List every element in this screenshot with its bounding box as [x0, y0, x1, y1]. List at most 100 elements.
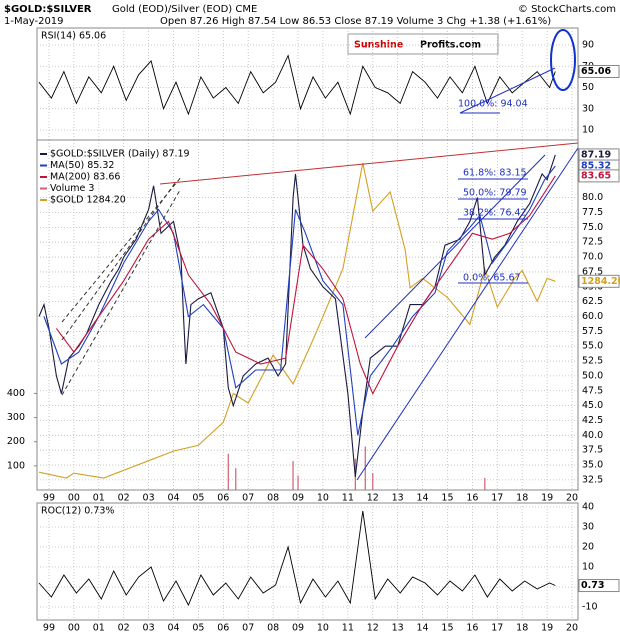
y-tick-label: 90 — [582, 40, 594, 51]
x-tick-label: 02 — [118, 493, 130, 504]
last-value-box — [578, 65, 620, 79]
x-tick-label: 15 — [441, 493, 453, 504]
y-tick-label: 50.0 — [582, 370, 603, 381]
x-tick-label: 03 — [143, 493, 155, 504]
last-value-label: 83.65 — [581, 170, 611, 181]
y-tick-label: 37.5 — [582, 445, 603, 456]
y-tick-label: 62.5 — [582, 296, 603, 307]
x-tick-label: 16 — [466, 493, 478, 504]
x-tick-label: 13 — [392, 493, 404, 504]
x-tick-label: 12 — [367, 493, 379, 504]
y-tick-label: 75.0 — [582, 222, 603, 233]
x-tick-label: 00 — [68, 493, 80, 504]
x-tick-label: 00 — [68, 623, 80, 634]
x-tick-label: 02 — [118, 623, 130, 634]
panel-title: RSI(14) 65.06 — [41, 31, 106, 42]
last-value-box — [578, 169, 620, 183]
last-value-label: 87.19 — [581, 149, 611, 160]
x-tick-label: 05 — [192, 493, 204, 504]
y-tick-label: 70.0 — [582, 252, 603, 263]
y-tick-label: 42.5 — [582, 415, 603, 426]
y-tick-label: 47.5 — [582, 385, 603, 396]
legend-label: Volume 3 — [50, 183, 94, 194]
y-tick-label: 35.0 — [582, 460, 603, 471]
x-tick-label: 07 — [242, 493, 254, 504]
x-tick-label: 19 — [541, 493, 553, 504]
rsi-trend — [459, 67, 556, 114]
x-tick-label: 17 — [491, 623, 503, 634]
resistance-line — [159, 142, 579, 185]
x-tick-label: 13 — [392, 623, 404, 634]
x-tick-label: 06 — [217, 623, 229, 634]
series-line — [38, 54, 556, 116]
x-tick-label: 20 — [566, 493, 578, 504]
subtitle: Gold (EOD)/Silver (EOD) CME — [112, 4, 257, 15]
x-tick-label: 01 — [93, 623, 105, 634]
legend-label: $GOLD:$SILVER (Daily) 87.19 — [50, 149, 190, 160]
y-tick-label: 57.5 — [582, 326, 603, 337]
logo-text: Profits.com — [420, 40, 481, 51]
x-tick-label: 14 — [417, 623, 429, 634]
x-tick-label: 07 — [242, 623, 254, 634]
x-tick-label: 04 — [167, 623, 179, 634]
y-tick-label: 72.5 — [582, 237, 603, 248]
last-value-box — [578, 274, 620, 288]
panel-frame — [36, 139, 579, 491]
x-tick-label: 03 — [143, 623, 155, 634]
y-tick-label: 60.0 — [582, 311, 603, 322]
x-tick-label: 10 — [317, 623, 329, 634]
x-tick-label: 17 — [491, 493, 503, 504]
y-tick-label: 80.0 — [582, 192, 603, 203]
x-tick-label: 99 — [43, 623, 55, 634]
legend-label: MA(200) 83.66 — [50, 172, 120, 183]
highlight-ellipse — [550, 29, 576, 91]
y3-tick-label: 100 — [7, 460, 25, 471]
dashed-channel — [61, 189, 181, 396]
logo: Sunshine Profits.com — [347, 33, 499, 55]
volume-bar — [235, 468, 237, 490]
x-tick-label: 09 — [292, 623, 304, 634]
volume-bar — [292, 461, 294, 490]
y-tick-label: 77.5 — [582, 207, 603, 218]
series-line — [55, 175, 556, 395]
y-tick-label: 40.0 — [582, 430, 603, 441]
x-tick-label: 15 — [441, 623, 453, 634]
last-value-label: 65.06 — [581, 66, 611, 77]
quote: Open 87.26 High 87.54 Low 86.53 Close 87… — [160, 16, 551, 27]
series-line — [38, 162, 556, 479]
y-tick-label: 50 — [582, 82, 594, 93]
last-value-box — [578, 579, 620, 593]
x-tick-label: 18 — [516, 493, 528, 504]
y-tick-label: 10 — [582, 125, 594, 136]
last-value-label: 1284.20 — [581, 276, 620, 287]
y-tick-label: 55.0 — [582, 341, 603, 352]
y-tick-label: 40 — [582, 502, 594, 513]
panel-frame — [36, 502, 579, 621]
credit: © StockCharts.com — [518, 4, 616, 15]
x-tick-label: 06 — [217, 493, 229, 504]
x-tick-label: 09 — [292, 493, 304, 504]
x-tick-label: 14 — [417, 493, 429, 504]
y-tick-label: 20 — [582, 542, 594, 553]
legend-label: MA(50) 85.32 — [50, 160, 114, 171]
x-tick-label: 20 — [566, 623, 578, 634]
x-tick-label: 16 — [466, 623, 478, 634]
series-line — [38, 154, 556, 477]
x-tick-label: 08 — [267, 493, 279, 504]
y-tick-label: 67.5 — [582, 266, 603, 277]
y-tick-label: 52.5 — [582, 356, 603, 367]
volume-bar — [484, 477, 486, 490]
x-tick-label: 99 — [43, 493, 55, 504]
x-tick-label: 11 — [342, 493, 354, 504]
series-line — [43, 165, 556, 436]
volume-bar — [227, 453, 229, 490]
dashed-channel — [61, 182, 176, 341]
x-tick-label: 05 — [192, 623, 204, 634]
y-tick-label: 10 — [582, 562, 594, 573]
x-tick-label: 10 — [317, 493, 329, 504]
last-value-label: 0.73 — [581, 580, 604, 591]
y-tick-label: 45.0 — [582, 400, 603, 411]
channel-line — [364, 154, 546, 339]
panel-title: ROC(12) 0.73% — [41, 506, 114, 517]
